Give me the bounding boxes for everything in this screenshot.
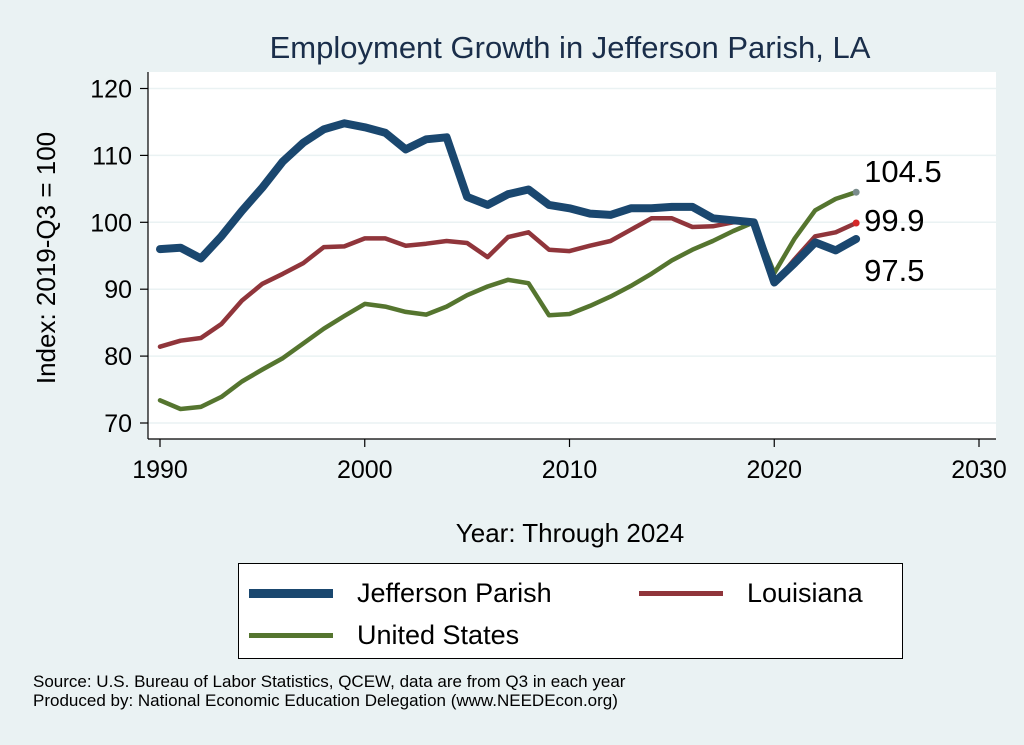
source-note: Source: U.S. Bureau of Labor Statistics,…: [33, 672, 626, 691]
legend-item-united-states: United States: [249, 618, 519, 652]
legend-label: Jefferson Parish: [357, 577, 552, 608]
x-tick-label-2010: 2010: [542, 456, 598, 484]
legend-label: United States: [357, 619, 520, 650]
y-tick-label-120: 120: [90, 76, 132, 104]
y-tick-label-100: 100: [90, 209, 132, 237]
end-label-united-states: 104.5: [864, 154, 942, 189]
series-lines: [156, 119, 861, 412]
end-marker-jefferson-parish: [852, 235, 860, 243]
x-tick-label-2000: 2000: [337, 456, 393, 484]
footer: Source: U.S. Bureau of Labor Statistics,…: [33, 672, 625, 710]
x-tick-label-2020: 2020: [746, 456, 802, 484]
plot-area: [148, 72, 996, 439]
legend-label: Louisiana: [747, 577, 863, 608]
y-tick-label-90: 90: [104, 276, 132, 304]
chart-title: Employment Growth in Jefferson Parish, L…: [270, 30, 871, 65]
legend-swatch-louisiana: [639, 590, 723, 596]
legend-swatch-united-states: [249, 632, 333, 638]
series-line-jefferson-parish: [156, 119, 861, 287]
end-label-jefferson-parish: 97.5: [864, 253, 924, 288]
y-axis-label: Index: 2019-Q3 = 100: [31, 132, 61, 384]
series-line-united-states: [157, 189, 859, 412]
x-axis-label: Year: Through 2024: [456, 518, 684, 548]
y-tick-label-70: 70: [104, 410, 132, 438]
end-marker-louisiana: [852, 219, 860, 227]
produced-by-note: Produced by: National Economic Education…: [33, 691, 618, 710]
y-tick-label-80: 80: [104, 343, 132, 371]
x-tick-label-2030: 2030: [951, 456, 1007, 484]
legend-item-jefferson-parish: Jefferson Parish: [249, 576, 552, 610]
x-tick-label-1990: 1990: [132, 456, 188, 484]
y-tick-label-110: 110: [92, 142, 132, 170]
legend: Jefferson Parish Louisiana United States: [238, 563, 903, 659]
axes: 70 80 90 100 110 120 1990 2000 2010 2020 2030: [90, 72, 1007, 484]
end-label-louisiana: 99.9: [864, 203, 924, 238]
legend-item-louisiana: Louisiana: [639, 576, 863, 610]
end-labels: 97.5 99.9 104.5: [852, 154, 942, 288]
line-chart: Employment Growth in Jefferson Parish, L…: [31, 30, 1007, 548]
end-marker-united-states: [852, 188, 860, 196]
legend-swatch-jefferson-parish: [249, 588, 333, 598]
